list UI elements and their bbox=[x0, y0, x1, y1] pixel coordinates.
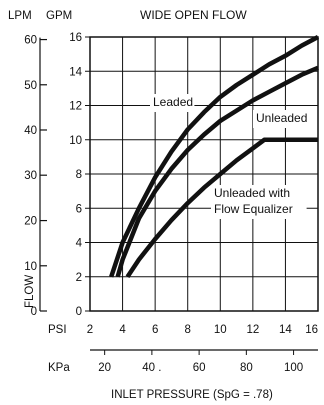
series-label-0: Leaded bbox=[150, 94, 195, 112]
lpm-tick-label: 10 bbox=[24, 261, 37, 273]
gpm-tick-label: 14 bbox=[69, 66, 82, 78]
gpm-tick-label: 8 bbox=[76, 169, 82, 181]
kpa-tick-label: 60 bbox=[193, 362, 206, 374]
psi-tick-label: 16 bbox=[305, 324, 318, 336]
lpm-unit-label: LPM bbox=[8, 10, 32, 22]
psi-tick-label: 14 bbox=[279, 324, 292, 336]
psi-tick-label: 12 bbox=[246, 324, 259, 336]
kpa-tick-label: 80 bbox=[240, 362, 253, 374]
series-label-text: Flow Equalizer bbox=[214, 202, 293, 216]
psi-axis-label: PSI bbox=[48, 324, 67, 336]
psi-tick-label: 8 bbox=[185, 324, 191, 336]
gpm-tick-label: 0 bbox=[76, 306, 82, 318]
gpm-tick-label: 12 bbox=[69, 101, 82, 113]
gpm-unit-label: GPM bbox=[46, 10, 72, 22]
kpa-axis-label: KPa bbox=[48, 362, 70, 374]
kpa-tick-label: 20 bbox=[98, 362, 111, 374]
gpm-tick-label: 2 bbox=[76, 272, 82, 284]
kpa-tick-label: 40 . bbox=[142, 362, 161, 374]
gpm-tick-label: 4 bbox=[76, 238, 83, 250]
series-label-1: Unleaded bbox=[253, 110, 311, 128]
series-label-bg bbox=[253, 110, 311, 128]
kpa-tick-label: 100 bbox=[284, 362, 303, 374]
lpm-tick-label: 50 bbox=[24, 80, 37, 92]
lpm-tick-label: 20 bbox=[24, 216, 37, 228]
series-label-text: Leaded bbox=[153, 95, 193, 109]
lpm-tick-label: 0 bbox=[31, 306, 37, 318]
series-line-0 bbox=[109, 35, 320, 278]
lpm-tick-label: 40 bbox=[24, 125, 37, 137]
series-label-text: Unleaded bbox=[256, 111, 307, 125]
gpm-tick-label: 6 bbox=[76, 203, 82, 215]
grid bbox=[90, 37, 318, 311]
y-axis-title: FLOW bbox=[24, 275, 36, 308]
psi-tick-label: 6 bbox=[152, 324, 158, 336]
lpm-tick-label: 30 bbox=[24, 170, 37, 182]
series-label-bg bbox=[150, 94, 195, 112]
series-line-2 bbox=[125, 137, 318, 279]
psi-tick-label: 4 bbox=[119, 324, 126, 336]
series-line-1 bbox=[115, 65, 319, 278]
series-label-text: Unleaded with bbox=[214, 186, 290, 200]
gpm-tick-label: 16 bbox=[69, 32, 82, 44]
gpm-tick-label: 10 bbox=[69, 135, 82, 147]
series-label-2: Unleaded with Flow Equalizer bbox=[211, 185, 307, 219]
psi-tick-label: 10 bbox=[214, 324, 227, 336]
series-labels: Leaded Unleaded Unleaded with Flow Equalize… bbox=[150, 94, 311, 219]
series-lines bbox=[109, 35, 320, 279]
psi-tick-label: 2 bbox=[87, 324, 93, 336]
x-axis-title: INLET PRESSURE (SpG = .78) bbox=[111, 389, 273, 401]
chart-title: WIDE OPEN FLOW bbox=[140, 8, 247, 22]
lpm-tick-label: 60 bbox=[24, 35, 37, 47]
series-label-bg bbox=[211, 185, 307, 219]
